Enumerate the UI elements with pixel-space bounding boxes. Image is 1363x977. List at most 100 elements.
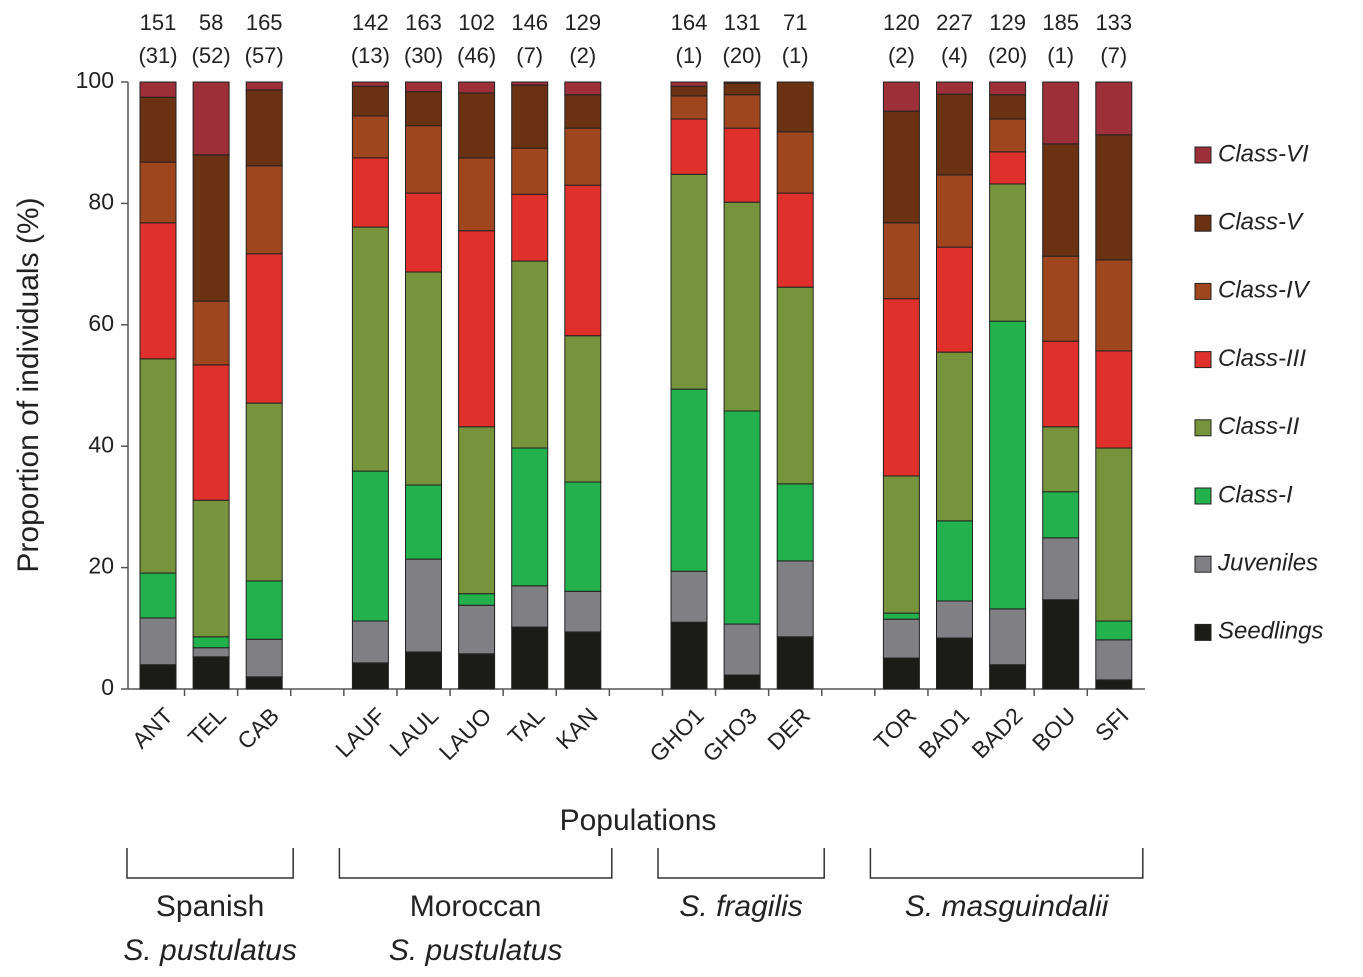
group-bracket	[126, 848, 294, 879]
bar-segment	[1042, 491, 1080, 539]
bar-segment	[1095, 639, 1133, 681]
group-label: S. pustulatus	[389, 934, 562, 967]
bar-segment	[670, 570, 708, 623]
sample-size: 58	[199, 10, 223, 35]
x-tick-label: TOR	[869, 702, 921, 754]
group-bracket	[657, 848, 825, 879]
bar-segment	[458, 426, 496, 595]
bar-segment	[1042, 340, 1080, 428]
bar-segment	[245, 165, 283, 255]
x-tick-label: ANT	[127, 702, 178, 753]
x-tick-label: LAUO	[434, 702, 497, 765]
y-axis-title: Proportion of individuals (%)	[12, 197, 45, 572]
bar-segment	[405, 81, 442, 93]
bar-segment	[776, 483, 814, 562]
bar-segment	[351, 226, 389, 472]
sample-size: 120	[883, 10, 920, 35]
bar-segment	[245, 402, 283, 582]
x-tick-label: CAB	[232, 702, 284, 754]
sample-note: (2)	[569, 43, 596, 68]
bar-segment	[192, 81, 230, 156]
bar-segment	[670, 388, 708, 572]
group-label: S. fragilis	[679, 890, 802, 923]
bar-segment	[1042, 255, 1080, 342]
group-bracket	[338, 848, 613, 879]
bar-segment	[458, 230, 496, 428]
bar-segment	[351, 157, 389, 228]
sample-size: 129	[564, 10, 601, 35]
y-tick-label: 40	[88, 431, 114, 457]
group-label: Moroccan	[410, 890, 542, 923]
bar-segment	[511, 260, 549, 449]
bar-segment	[511, 626, 549, 690]
bar-segment	[245, 676, 283, 690]
legend-swatch	[1194, 146, 1212, 164]
bar-segment	[1095, 679, 1133, 690]
bar-segment	[723, 82, 761, 96]
bar-segment	[511, 84, 549, 149]
legend-swatch	[1194, 214, 1212, 232]
legend-label: Class-VI	[1218, 140, 1309, 167]
bar-segment	[245, 638, 283, 678]
bar-segment	[1095, 134, 1133, 261]
y-tick-label: 100	[76, 67, 114, 93]
sample-note: (4)	[941, 43, 968, 68]
bar-segment	[192, 636, 230, 649]
bar-segment	[936, 351, 973, 522]
bar-segment	[723, 623, 761, 676]
legend-swatch	[1194, 487, 1212, 505]
bar-segment	[882, 618, 920, 659]
bar-segment	[564, 184, 602, 337]
bar-segment	[1095, 447, 1133, 622]
sample-size: 227	[936, 10, 973, 35]
bar-segment	[458, 157, 496, 232]
bar-segment	[723, 127, 761, 203]
x-tick-label: TAL	[503, 702, 550, 749]
legend-swatch	[1194, 555, 1212, 573]
bar-segment	[1095, 81, 1133, 136]
bar-segment	[139, 617, 177, 666]
sample-note: (1)	[1047, 43, 1074, 68]
bar-segment	[511, 447, 549, 587]
bar-segment	[192, 364, 230, 501]
legend-label: Seedlings	[1218, 618, 1323, 645]
bar-segment	[989, 118, 1027, 153]
bar-segment	[458, 604, 496, 655]
bar-segment	[458, 81, 496, 94]
bar-segment	[458, 593, 496, 606]
sample-size: 129	[989, 10, 1026, 35]
bar-segment	[670, 621, 708, 690]
bar-segment	[723, 81, 761, 84]
bar-segment	[192, 647, 230, 658]
bar-segment	[405, 91, 442, 127]
legend-label: Class-IV	[1218, 277, 1311, 304]
sample-size: 163	[405, 10, 442, 35]
x-tick-label: GHO3	[697, 702, 761, 766]
x-tick-label: BAD2	[967, 702, 1028, 763]
bar-segment	[192, 154, 230, 302]
bar-segment	[989, 608, 1027, 666]
bar-segment	[351, 85, 389, 117]
bar-segment	[564, 631, 602, 690]
bar-segment	[245, 89, 283, 167]
sample-size: 164	[671, 10, 708, 35]
bar-segment	[882, 222, 920, 300]
bar-segment	[989, 81, 1027, 96]
y-tick-label: 0	[101, 674, 114, 700]
bar-segment	[776, 286, 814, 485]
bar-segment	[670, 173, 708, 390]
x-tick-label: SFI	[1090, 702, 1134, 746]
sample-note: (13)	[351, 43, 390, 68]
legend-label: Juveniles	[1217, 550, 1318, 577]
bar-segment	[1042, 599, 1080, 690]
bar-segment	[670, 81, 708, 87]
bar-segment	[351, 662, 389, 690]
sample-size: 146	[511, 10, 548, 35]
group-label: S. masguindalii	[905, 890, 1110, 923]
legend-swatch	[1194, 282, 1212, 300]
bar-segment	[139, 96, 177, 163]
bar-segment	[1042, 537, 1080, 601]
bar-segment	[245, 580, 283, 640]
bar-segment	[1095, 350, 1133, 449]
bar-segment	[564, 81, 602, 96]
